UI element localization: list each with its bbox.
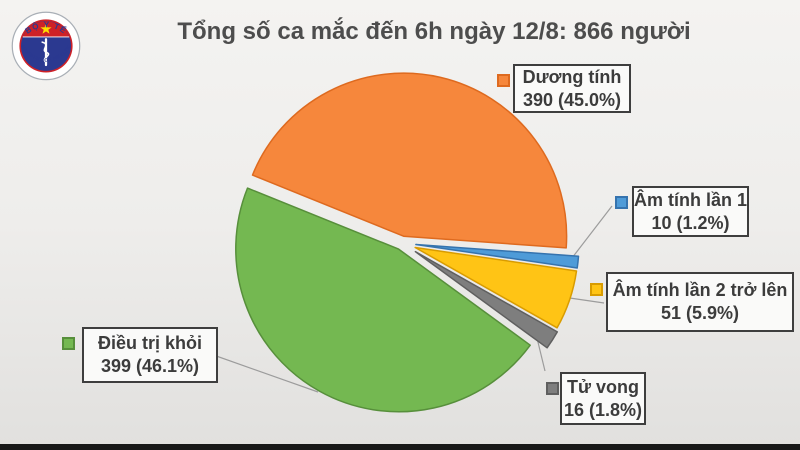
pie-slices [235,72,580,413]
chart-title: Tổng số ca mắc đến 6h ngày 12/8: 866 ngư… [177,18,691,45]
legend-label: Điều trị khỏi [97,333,202,353]
legend-label: Âm tính lần 1 [634,189,748,210]
legend-value: 51 (5.9%) [660,303,740,323]
legend-value: 390 (45.0%) [522,89,622,110]
legend-box-am-tinh-lan-1[interactable]: Âm tính lần 1 10 (1.2%) [632,186,749,237]
legend-marker-am-tinh-lan-2 [590,283,603,296]
legend-marker-am-tinh-lan-1 [615,196,628,209]
legend-marker-tu-vong [546,382,559,395]
legend-value: 399 (46.1%) [100,356,200,376]
legend-value: 10 (1.2%) [651,212,730,233]
logo-snake [41,41,50,63]
pie-slice-am-tinh-lan-2[interactable] [414,246,578,329]
pie-slice-tu-vong[interactable] [414,250,559,349]
bottom-edge-bar [0,444,800,450]
legend-marker-duong-tinh [497,74,510,87]
legend-box-am-tinh-lan-2[interactable]: Âm tính lần 2 trở lên 51 (5.9%) [606,272,794,332]
legend-box-dieu-tri-khoi[interactable]: Điều trị khỏi 399 (46.1%) [82,327,218,383]
leader-line-dieu-tri-khoi [204,351,319,393]
legend-label: Dương tính [522,66,622,87]
legend-box-tu-vong[interactable]: Tử vong 16 (1.8%) [560,372,646,425]
pie-slice-duong-tinh[interactable] [251,72,568,249]
legend-label: Tử vong [566,376,640,397]
logo-star [40,23,52,34]
leader-line-am-tinh-1 [571,205,613,259]
ministry-of-health-logo: BỘ Y TẾ MINISTRY OF HEALTH [11,11,81,81]
legend-value: 16 (1.8%) [563,399,643,420]
legend-marker-dieu-tri-khoi [62,337,75,350]
pie-slice-am-tinh-lan-1[interactable] [415,243,580,269]
pie-slice-dieu-tri-khoi[interactable] [235,187,531,413]
legend-label: Âm tính lần 2 trở lên [612,280,788,300]
legend-box-duong-tinh[interactable]: Dương tính 390 (45.0%) [513,64,631,113]
